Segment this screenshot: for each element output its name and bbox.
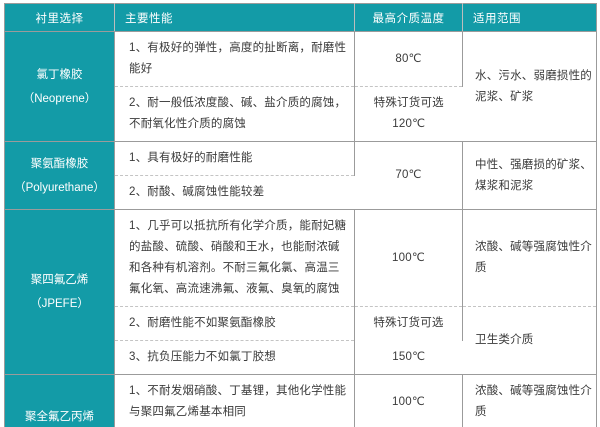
range-cell: 卫生类介质 (462, 306, 597, 375)
table-header: 衬里选择 主要性能 最高介质温度 适用范围 (4, 3, 597, 32)
performance-line: 2、耐一般低浓度酸、碱、盐介质的腐蚀， (129, 97, 347, 109)
liner-alias: （Polyurethane） (14, 181, 105, 194)
performance-line: 氟化氧、高流速沸氟、液氟、臭氧的腐蚀 (129, 283, 340, 295)
range-line: 泥浆、矿浆 (475, 90, 534, 103)
max-temp-cell: 100℃ (354, 209, 463, 307)
table-row: 聚四氟乙烯 （JPEFE） 1、几乎可以抵抗所有化学介质，能耐妃糖 的盐酸、硫酸… (4, 209, 597, 375)
range-cell: 浓酸、碱等强腐蚀性介 质 (462, 374, 597, 427)
liner-cell-neoprene: 氯丁橡胶 （Neoprene） (4, 31, 115, 142)
range-line: 质 (475, 406, 487, 418)
max-temp-line: 120℃ (392, 118, 426, 130)
table-row: 2、耐酸、碱腐蚀性能较差 (5, 175, 597, 210)
performance-cell: 1、几乎可以抵抗所有化学介质，能耐妃糖 的盐酸、硫酸、硝酸和王水，也能耐浓碱 和… (114, 209, 355, 307)
liner-name: 氯丁橡胶 (36, 68, 83, 81)
performance-line: 不耐氧化性介质的腐蚀 (129, 118, 246, 130)
column-header-liner: 衬里选择 (4, 3, 115, 32)
table-row: 聚氨酯橡胶 （Polyurethane） 1、具有极好的耐磨性能 70℃ 中性、… (4, 141, 597, 210)
max-temp-cell: 80℃ (354, 31, 463, 87)
performance-cell: 1、具有极好的耐磨性能 (114, 141, 355, 176)
column-header-performance: 主要性能 (114, 3, 355, 32)
column-header-max-temp: 最高介质温度 (354, 3, 463, 32)
max-temp-cell: 100℃ (354, 374, 463, 427)
performance-cell: 1、不耐发烟硝酸、丁基锂，其他化学性能 与聚四氟乙烯基本相同 (114, 374, 355, 427)
range-line: 煤浆和泥浆 (475, 179, 534, 192)
max-temp-cell: 特殊订货可选 120℃ (354, 86, 463, 142)
max-temp-line: 特殊订货可选 (373, 97, 444, 109)
table-row: 2、耐磨性能不如聚氨酯橡胶 特殊订货可选 卫生类介质 (5, 306, 597, 375)
performance-line: 1、具有极好的耐磨性能 (129, 152, 253, 164)
table-body: 氯丁橡胶 （Neoprene） 1、有极好的弹性，高度的扯断离，耐磨性 能好 8… (4, 31, 597, 427)
performance-line: 的盐酸、硫酸、硝酸和王水，也能耐浓碱 (129, 241, 340, 253)
range-cell: 水、污水、弱磨损性的 泥浆、矿浆 (462, 31, 597, 142)
range-line: 中性、强磨损的矿浆、 (475, 158, 592, 171)
header-row: 衬里选择 主要性能 最高介质温度 适用范围 (4, 3, 597, 32)
performance-line: 和各种有机溶剂。不耐三氟化氯、高温三 (129, 262, 340, 274)
range-cell: 中性、强磨损的矿浆、 煤浆和泥浆 (462, 141, 597, 210)
max-temp-line: 100℃ (392, 395, 425, 408)
performance-cell: 2、耐磨性能不如聚氨酯橡胶 (114, 306, 355, 341)
table-row: 聚全氟乙丙烯 （F46） 1、不耐发烟硝酸、丁基锂，其他化学性能 与聚四氟乙烯基… (4, 374, 597, 427)
max-temp-cell: 特殊订货可选 (354, 306, 463, 341)
performance-cell: 2、耐一般低浓度酸、碱、盐介质的腐蚀， 不耐氧化性介质的腐蚀 (114, 86, 355, 142)
range-line: 卫生类介质 (475, 334, 534, 346)
performance-line: 1、几乎可以抵抗所有化学介质，能耐妃糖 (129, 220, 347, 232)
performance-line: 能好 (129, 63, 153, 75)
performance-cell: 3、抗负压能力不如氯丁胶想 (114, 340, 355, 375)
column-header-range: 适用范围 (462, 3, 597, 32)
max-temp-line: 特殊订货可选 (373, 317, 444, 330)
max-temp-cell: 70℃ (354, 141, 463, 210)
liner-cell-f46: 聚全氟乙丙烯 （F46） (4, 374, 115, 427)
performance-line: 2、耐酸、碱腐蚀性能较差 (129, 186, 265, 198)
liner-cell-polyurethane: 聚氨酯橡胶 （Polyurethane） (4, 141, 115, 210)
table-row: 氯丁橡胶 （Neoprene） 1、有极好的弹性，高度的扯断离，耐磨性 能好 8… (4, 31, 597, 142)
max-temp-cell: 150℃ (354, 340, 463, 375)
max-temp-line: 150℃ (392, 350, 426, 363)
liner-cell-jpefe: 聚四氟乙烯 （JPEFE） (4, 209, 115, 375)
range-line: 水、污水、弱磨损性的 (475, 69, 592, 82)
table-row: 3、抗负压能力不如氯丁胶想 150℃ (5, 340, 597, 375)
liner-alias: （JPEFE） (30, 298, 89, 310)
performance-cell: 1、有极好的弹性，高度的扯断离，耐磨性 能好 (114, 31, 355, 87)
range-line: 质 (475, 262, 487, 274)
performance-line: 1、有极好的弹性，高度的扯断离，耐磨性 (129, 42, 347, 54)
lining-selection-table: 衬里选择 主要性能 最高介质温度 适用范围 氯丁橡胶 （Neoprene） 1、… (4, 3, 597, 427)
liner-name: 聚氨酯橡胶 (30, 157, 89, 170)
range-cell: 浓酸、碱等强腐蚀性介 质 (462, 209, 597, 307)
performance-line: 3、抗负压能力不如氯丁胶想 (129, 351, 276, 363)
max-temp-line: 100℃ (392, 251, 425, 264)
performance-line: 与聚四氟乙烯基本相同 (129, 406, 246, 418)
liner-name: 聚四氟乙烯 (30, 274, 89, 286)
performance-line: 2、耐磨性能不如聚氨酯橡胶 (129, 317, 276, 329)
performance-cell: 2、耐酸、碱腐蚀性能较差 (114, 175, 355, 210)
liner-alias: （Neoprene） (22, 92, 97, 105)
table-row: 2、耐一般低浓度酸、碱、盐介质的腐蚀， 不耐氧化性介质的腐蚀 特殊订货可选 12… (5, 86, 597, 142)
range-line: 浓酸、碱等强腐蚀性介 (475, 241, 592, 253)
max-temp-line: 70℃ (395, 169, 422, 181)
liner-name: 聚全氟乙丙烯 (25, 410, 94, 423)
performance-line: 1、不耐发烟硝酸、丁基锂，其他化学性能 (129, 385, 347, 397)
range-line: 浓酸、碱等强腐蚀性介 (475, 385, 592, 397)
max-temp-line: 80℃ (395, 52, 422, 65)
